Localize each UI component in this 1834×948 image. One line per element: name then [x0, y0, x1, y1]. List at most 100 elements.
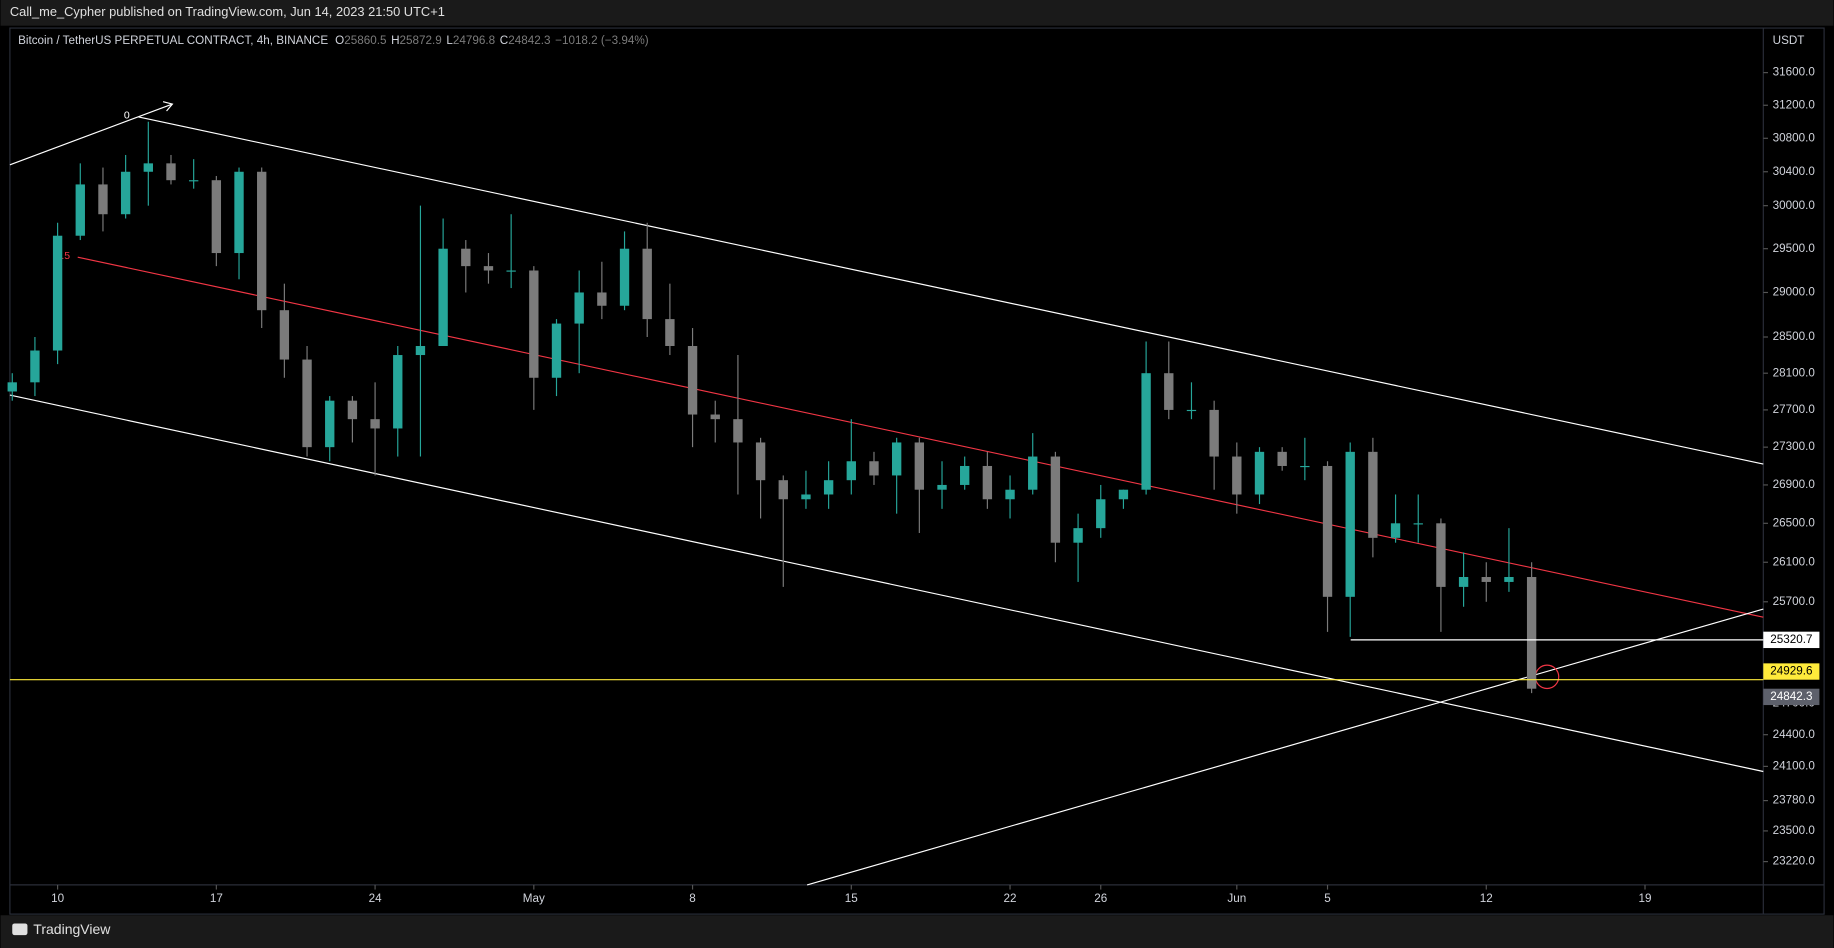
candle-body [778, 480, 788, 500]
price-label-box [1763, 663, 1820, 680]
tv-logo [12, 923, 28, 936]
candle-body [211, 180, 222, 254]
price-label: 24842.3 [1770, 690, 1812, 703]
candle-body [1436, 523, 1446, 587]
candle-body [1209, 409, 1219, 457]
axis-unit: USDT [1773, 34, 1805, 47]
candle-body [438, 248, 448, 347]
candle-body [52, 235, 63, 351]
candle-body [529, 270, 539, 378]
candle-body [1481, 577, 1491, 582]
candle-body [1118, 489, 1129, 500]
y-tick-label: 27300.0 [1773, 440, 1816, 453]
candle-body [687, 346, 698, 415]
candle-body [960, 465, 970, 485]
candle-body [891, 442, 902, 476]
candle-body [279, 310, 290, 360]
candle-body [1141, 373, 1151, 490]
symbol-title: Bitcoin / TetherUS PERPETUAL CONTRACT, 4… [18, 34, 328, 47]
candle-body [415, 346, 426, 356]
candle-body [1413, 523, 1423, 525]
candle-body [823, 480, 834, 495]
candle-body [1345, 451, 1355, 597]
footer-brand: TradingView [33, 921, 111, 937]
price-label-box [1763, 631, 1820, 649]
candle-body [1232, 456, 1242, 495]
candle-body [642, 248, 652, 320]
candle-body [1005, 489, 1015, 500]
candle-body [619, 248, 630, 306]
x-tick-label: 12 [1480, 892, 1493, 905]
price-label-box [1763, 688, 1820, 706]
x-tick-label: May [523, 892, 545, 905]
candle-body [302, 359, 312, 448]
y-tick-label: 23220.0 [1773, 855, 1816, 868]
candle-body [393, 355, 403, 429]
y-tick-label: 31600.0 [1773, 66, 1816, 79]
y-tick-label: 25700.0 [1773, 595, 1816, 608]
candle-body [710, 414, 720, 420]
candle-body [7, 382, 17, 392]
candle-body [733, 419, 743, 443]
y-tick-label: 26900.0 [1773, 478, 1816, 491]
x-tick-label: 10 [51, 892, 64, 905]
y-tick-label: 23500.0 [1773, 824, 1816, 837]
y-tick-label: 30400.0 [1773, 165, 1816, 178]
candle-body [1458, 577, 1469, 587]
ohlc-key: C [500, 34, 508, 47]
candle-body [937, 484, 947, 490]
price-label: 25320.7 [1770, 633, 1812, 646]
ohlc-value: 24842.3 [508, 34, 550, 47]
candle-body [506, 270, 516, 272]
publisher-text: Call_me_Cypher published on TradingView.… [10, 4, 445, 19]
candle-body [1073, 528, 1083, 543]
arrow-line [9, 103, 173, 166]
candle-body [1322, 465, 1333, 597]
candle-body [370, 419, 380, 429]
y-tick-label: 30800.0 [1773, 131, 1816, 144]
candle-body [982, 465, 993, 500]
y-tick-label: 26100.0 [1773, 555, 1816, 568]
candle-body [483, 266, 494, 271]
y-tick-label: 24100.0 [1773, 759, 1816, 772]
candle-body [1277, 451, 1287, 466]
y-tick-label: 23780.0 [1773, 794, 1816, 807]
ohlc-value: 24796.8 [453, 34, 495, 47]
candle-body [120, 171, 131, 215]
candle-body [551, 323, 562, 378]
top-bar [0, 0, 1834, 26]
candle-body [75, 184, 85, 236]
candle-body [98, 184, 108, 215]
candle-body [257, 171, 267, 311]
candle-body [1526, 577, 1537, 689]
candle-body [1368, 451, 1378, 538]
candle-body [461, 248, 471, 267]
y-tick-label: 28100.0 [1773, 366, 1816, 379]
x-tick-label: 22 [1004, 892, 1017, 905]
candle-body [1390, 523, 1401, 538]
arrow-head [162, 101, 174, 112]
candle-body [1096, 499, 1106, 529]
x-tick-label: 24 [369, 892, 382, 905]
y-tick-label: 31200.0 [1773, 98, 1816, 111]
candle-body [30, 350, 40, 383]
candles [7, 121, 1537, 694]
x-tick-label: 26 [1094, 892, 1107, 905]
y-tick-label: 29000.0 [1773, 286, 1816, 299]
bottom-bar [0, 915, 1834, 948]
candle-body [325, 400, 335, 448]
fib-label: 0 [124, 110, 130, 122]
channel-mid [77, 256, 1764, 618]
legend: Bitcoin / TetherUS PERPETUAL CONTRACT, 4… [18, 34, 649, 47]
candle-body [597, 292, 607, 306]
candle-body [801, 494, 811, 500]
price-label: 24929.6 [1770, 665, 1812, 678]
y-tick-label: 24400.0 [1773, 728, 1816, 741]
y-tick-label: 27700.0 [1773, 403, 1816, 416]
ohlc-value: 25872.9 [400, 34, 442, 47]
y-tick-label: 30000.0 [1773, 199, 1816, 212]
ohlc-key: O [335, 34, 344, 47]
y-tick-label: 26500.0 [1773, 516, 1816, 529]
